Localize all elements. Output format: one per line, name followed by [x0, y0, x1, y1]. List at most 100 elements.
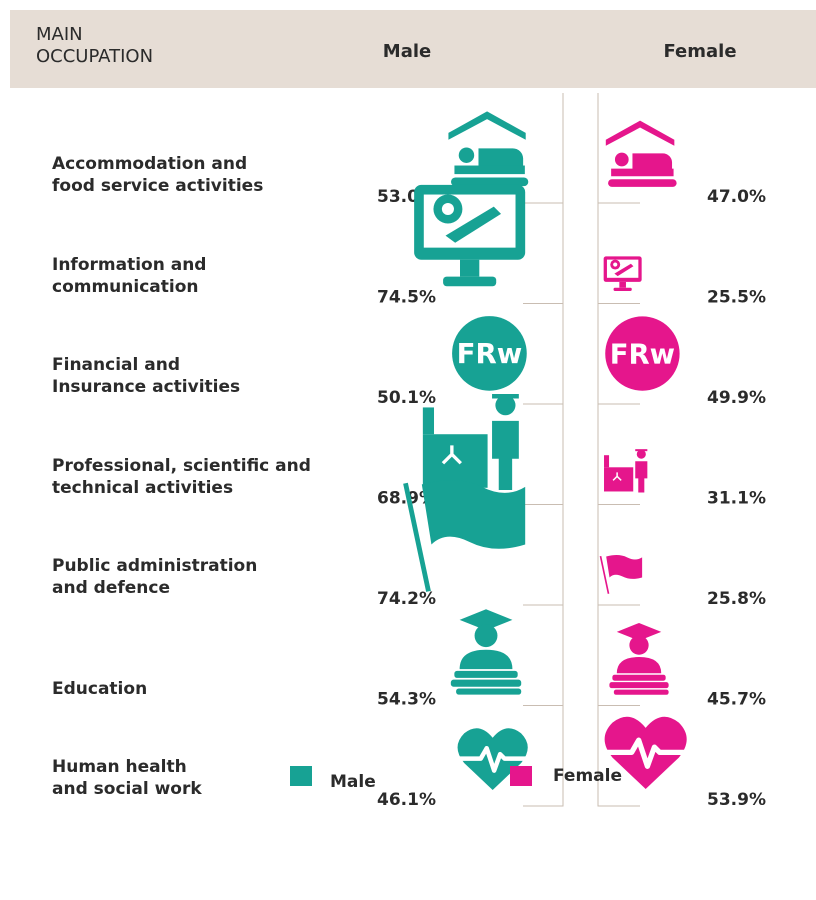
- header-band: [10, 10, 816, 88]
- icon: [403, 480, 526, 592]
- legend-label: Male: [330, 772, 376, 792]
- divider: [523, 193, 564, 304]
- value-label: 47.0%: [707, 187, 766, 207]
- icon-part: [441, 202, 454, 216]
- value-label: 53.9%: [707, 790, 766, 810]
- icon-part: [492, 420, 519, 491]
- icon-part: [448, 111, 526, 140]
- icon-part: [619, 281, 626, 288]
- icon-part: [495, 395, 516, 416]
- divider: [597, 696, 640, 807]
- icon: [609, 622, 669, 695]
- icon: FRw: [452, 316, 527, 391]
- currency-label: FRw: [457, 337, 523, 370]
- icon-part: [458, 745, 528, 773]
- divider: [523, 394, 564, 505]
- icon: [414, 184, 526, 287]
- icon-part: [632, 153, 673, 172]
- value-label: 74.5%: [377, 288, 436, 308]
- value-label: 25.8%: [707, 589, 766, 609]
- legend-swatch: [510, 766, 532, 786]
- icon-part: [454, 165, 525, 175]
- icon-part: [458, 147, 475, 163]
- category-label: Information and communication: [52, 254, 207, 297]
- icon-part: [611, 168, 674, 177]
- category-label: Financial and Insurance activities: [52, 355, 241, 397]
- icon-part: [450, 679, 522, 687]
- icon-part: [612, 674, 666, 681]
- value-label: 25.5%: [707, 288, 766, 308]
- column-header: Male: [383, 41, 431, 62]
- divider: [523, 495, 564, 606]
- icon-part: [445, 206, 502, 243]
- divider: [523, 595, 564, 706]
- icon: [604, 449, 648, 493]
- icon: [448, 111, 529, 187]
- icon-part: [441, 445, 462, 465]
- icon-part: [635, 449, 648, 452]
- currency-label: FRw: [610, 338, 675, 370]
- value-label: 49.9%: [707, 388, 766, 408]
- value-label: 46.1%: [377, 790, 436, 810]
- divider: [523, 696, 564, 807]
- icon-part: [605, 737, 686, 769]
- category-label: Human health and social work: [52, 757, 202, 799]
- icon-part: [604, 467, 634, 492]
- value-label: 50.1%: [377, 388, 436, 408]
- icon-part: [605, 120, 675, 146]
- icon-part: [604, 455, 610, 468]
- icon-part: [459, 259, 480, 277]
- divider: [523, 93, 564, 204]
- icon: [422, 394, 519, 491]
- category-label: Education: [52, 678, 148, 699]
- icon-part: [605, 316, 680, 391]
- icon: [450, 609, 522, 695]
- value-label: 54.3%: [377, 690, 436, 710]
- icon-part: [635, 461, 648, 493]
- icon-part: [454, 670, 518, 678]
- icon-part: [606, 555, 643, 579]
- icon-part: [599, 555, 610, 594]
- icon-part: [474, 624, 498, 648]
- column-header: Female: [663, 41, 736, 62]
- icon-part: [612, 472, 622, 481]
- icon: [603, 256, 642, 292]
- value-label: 31.1%: [707, 489, 766, 509]
- icon-part: [422, 434, 488, 488]
- divider: [597, 495, 640, 606]
- category-label: Accommodation and food service activitie…: [52, 154, 264, 196]
- category-label: Professional, scientific and technical a…: [52, 455, 311, 498]
- value-label: 74.2%: [377, 589, 436, 609]
- legend-swatch: [290, 766, 312, 786]
- icon: [605, 120, 677, 187]
- icon-part: [452, 316, 527, 391]
- icon-part: [422, 407, 435, 435]
- icon-part: [629, 635, 649, 655]
- icon-part: [459, 649, 513, 670]
- icon-part: [403, 482, 431, 592]
- icon-part: [421, 480, 526, 549]
- icon-part: [478, 148, 524, 169]
- icon-part: [443, 276, 497, 287]
- legend-label: Female: [553, 766, 622, 786]
- icon-part: [456, 688, 522, 695]
- divider: [523, 294, 564, 405]
- icon-part: [608, 179, 677, 187]
- icon-part: [613, 287, 632, 292]
- icon: [604, 716, 687, 790]
- icon-part: [613, 262, 618, 267]
- icon-part: [614, 263, 634, 277]
- icon-part: [451, 177, 529, 187]
- category-label: Public administration and defence: [52, 556, 258, 598]
- divider: [597, 193, 640, 304]
- icon-part: [613, 689, 669, 695]
- icon-part: [614, 152, 629, 167]
- icon: [457, 728, 528, 791]
- value-label: 45.7%: [707, 690, 766, 710]
- icon-part: [636, 449, 646, 459]
- icon-part: [616, 657, 662, 674]
- header-title: MAIN OCCUPATION: [36, 24, 154, 67]
- icon: [599, 555, 643, 594]
